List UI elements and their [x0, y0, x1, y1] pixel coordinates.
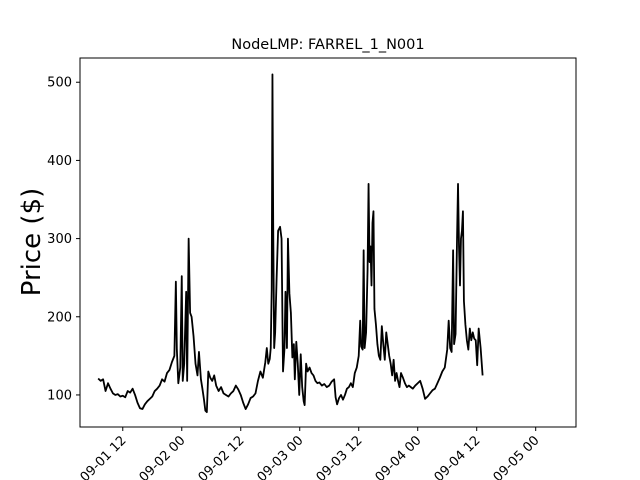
- y-tick-label: 500: [47, 76, 72, 91]
- x-tick-label: 09-02 12: [196, 433, 248, 480]
- x-tick-label: 09-02 00: [137, 433, 189, 480]
- x-tick-label: 09-01 12: [78, 433, 130, 480]
- x-tick-label: 09-04 12: [432, 433, 484, 480]
- y-tick-label: 200: [47, 310, 72, 325]
- x-tick-label: 09-04 00: [373, 433, 425, 480]
- x-tick-label: 09-03 12: [314, 433, 366, 480]
- y-axis-label: Price ($): [17, 188, 47, 297]
- y-tick-label: 300: [47, 232, 72, 247]
- plot-frame: [79, 57, 577, 428]
- x-tick-label: 09-03 00: [255, 433, 307, 480]
- x-tick-label: 09-05 00: [491, 433, 543, 480]
- chart-title: NodeLMP: FARREL_1_N001: [231, 37, 424, 53]
- series-line-0: [97, 73, 484, 414]
- y-tick-label: 100: [47, 388, 72, 403]
- y-tick-label: 400: [47, 154, 72, 169]
